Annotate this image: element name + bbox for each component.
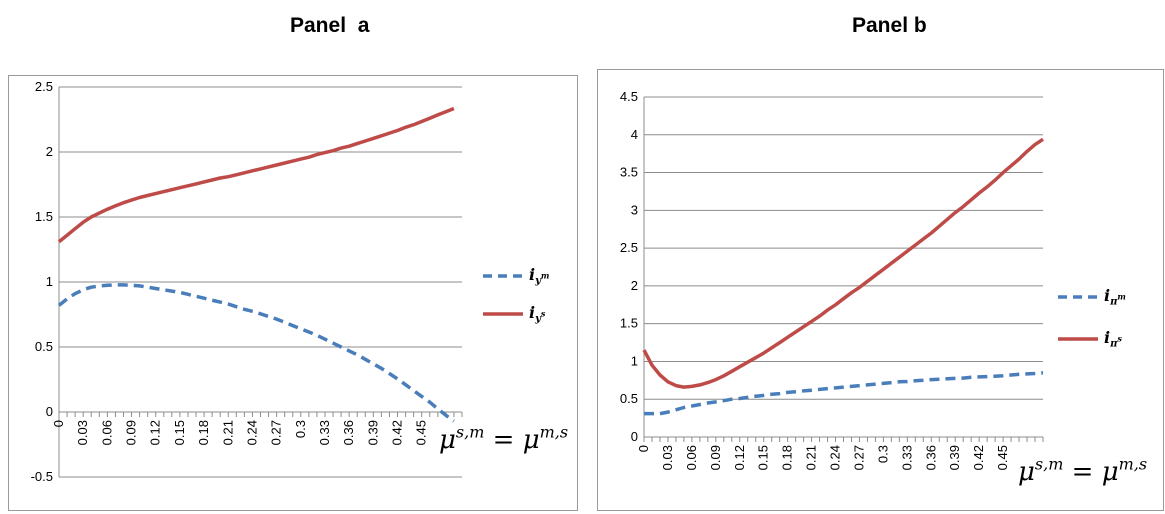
y-tick-label: 4.5 — [620, 89, 638, 104]
y-tick-label: 4 — [631, 127, 638, 142]
x-tick-label: 0.06 — [684, 445, 699, 470]
x-axis-label: μs,m = μm,s — [439, 423, 568, 455]
x-tick-label: 0.24 — [244, 420, 259, 445]
x-tick-label: 0.18 — [780, 445, 795, 470]
x-tick-label: 0.3 — [293, 420, 308, 438]
x-tick-label: 0.21 — [220, 420, 235, 445]
y-tick-label: 0.5 — [620, 391, 638, 406]
series-line-dashed — [644, 371, 1044, 416]
x-tick-label: 0.21 — [804, 445, 819, 470]
x-tick-label: 0.27 — [269, 420, 284, 445]
x-tick-label: 0.12 — [148, 420, 163, 445]
y-tick-label: 2 — [631, 278, 638, 293]
y-tick-label: 2.5 — [35, 79, 53, 94]
x-tick-label: 0.3 — [875, 445, 890, 463]
legend-label: iym — [529, 265, 549, 287]
panel-a-title: Panel a — [290, 14, 370, 37]
x-tick-label: 0.24 — [828, 445, 843, 470]
chart-panel-b-svg: 0 0.5 1 1.5 2 2.5 3 3.5 4 4.5 0 0.03 0.06 0.09 0.12 0.1… — [620, 89, 1147, 487]
chart-panel-a: -0.5 0 0.5 1 1.5 2 2.5 0 0.03 0.06 0.09 0.12 0.15 0.1… — [8, 75, 578, 511]
legend-label: iπs — [1104, 328, 1122, 350]
x-tick-label: 0.15 — [756, 445, 771, 470]
x-tick-label: 0.15 — [172, 420, 187, 445]
x-tick-label: 0.09 — [708, 445, 723, 470]
legend-label: iπm — [1104, 286, 1126, 308]
x-tick-label: 0.36 — [923, 445, 938, 470]
x-tick-label: 0.36 — [341, 420, 356, 445]
y-tick-label: 0 — [46, 404, 53, 419]
x-tick-label: 0.12 — [732, 445, 747, 470]
x-tick-label: 0.09 — [124, 420, 139, 445]
panel-b-title: Panel b — [852, 14, 927, 37]
y-tick-label: 2.5 — [620, 240, 638, 255]
x-tick-label: 0.33 — [317, 420, 332, 445]
series-line-dashed — [57, 283, 455, 423]
series-line-solid — [57, 106, 455, 244]
x-tick-label: 0.45 — [995, 445, 1010, 470]
y-tick-label: 0 — [631, 429, 638, 444]
x-tick-label: 0 — [51, 420, 66, 427]
x-tick-label: 0.18 — [196, 420, 211, 445]
y-tick-label: 3.5 — [620, 165, 638, 180]
x-tick-label: 0.03 — [75, 420, 90, 445]
x-tick-label: 0.42 — [971, 445, 986, 470]
series-line-solid — [642, 137, 1044, 389]
y-tick-label: 2 — [46, 144, 53, 159]
x-tick-label: 0 — [636, 445, 651, 452]
y-tick-label: 3 — [631, 202, 638, 217]
x-axis-label: μs,m = μm,s — [1018, 455, 1147, 487]
y-tick-label: 1.5 — [35, 209, 53, 224]
y-tick-label: 1 — [46, 274, 53, 289]
x-tick-label: 0.27 — [851, 445, 866, 470]
chart-panel-a-svg: -0.5 0 0.5 1 1.5 2 2.5 0 0.03 0.06 0.09 0.12 0.15 0.1… — [31, 79, 568, 484]
x-tick-label: 0.39 — [365, 420, 380, 445]
legend-label: iys — [529, 303, 546, 325]
x-tick-label: 0.42 — [390, 420, 405, 445]
y-tick-label: -0.5 — [31, 469, 53, 484]
y-tick-label: 0.5 — [35, 339, 53, 354]
chart-panel-b: 0 0.5 1 1.5 2 2.5 3 3.5 4 4.5 0 0.03 0.06 0.09 0.12 0.1… — [597, 69, 1164, 511]
y-tick-label: 1 — [631, 353, 638, 368]
x-tick-label: 0.33 — [899, 445, 914, 470]
x-tick-label: 0.03 — [660, 445, 675, 470]
y-tick-label: 1.5 — [620, 316, 638, 331]
x-tick-label: 0.45 — [414, 420, 429, 445]
x-tick-label: 0.39 — [947, 445, 962, 470]
x-tick-label: 0.06 — [99, 420, 114, 445]
